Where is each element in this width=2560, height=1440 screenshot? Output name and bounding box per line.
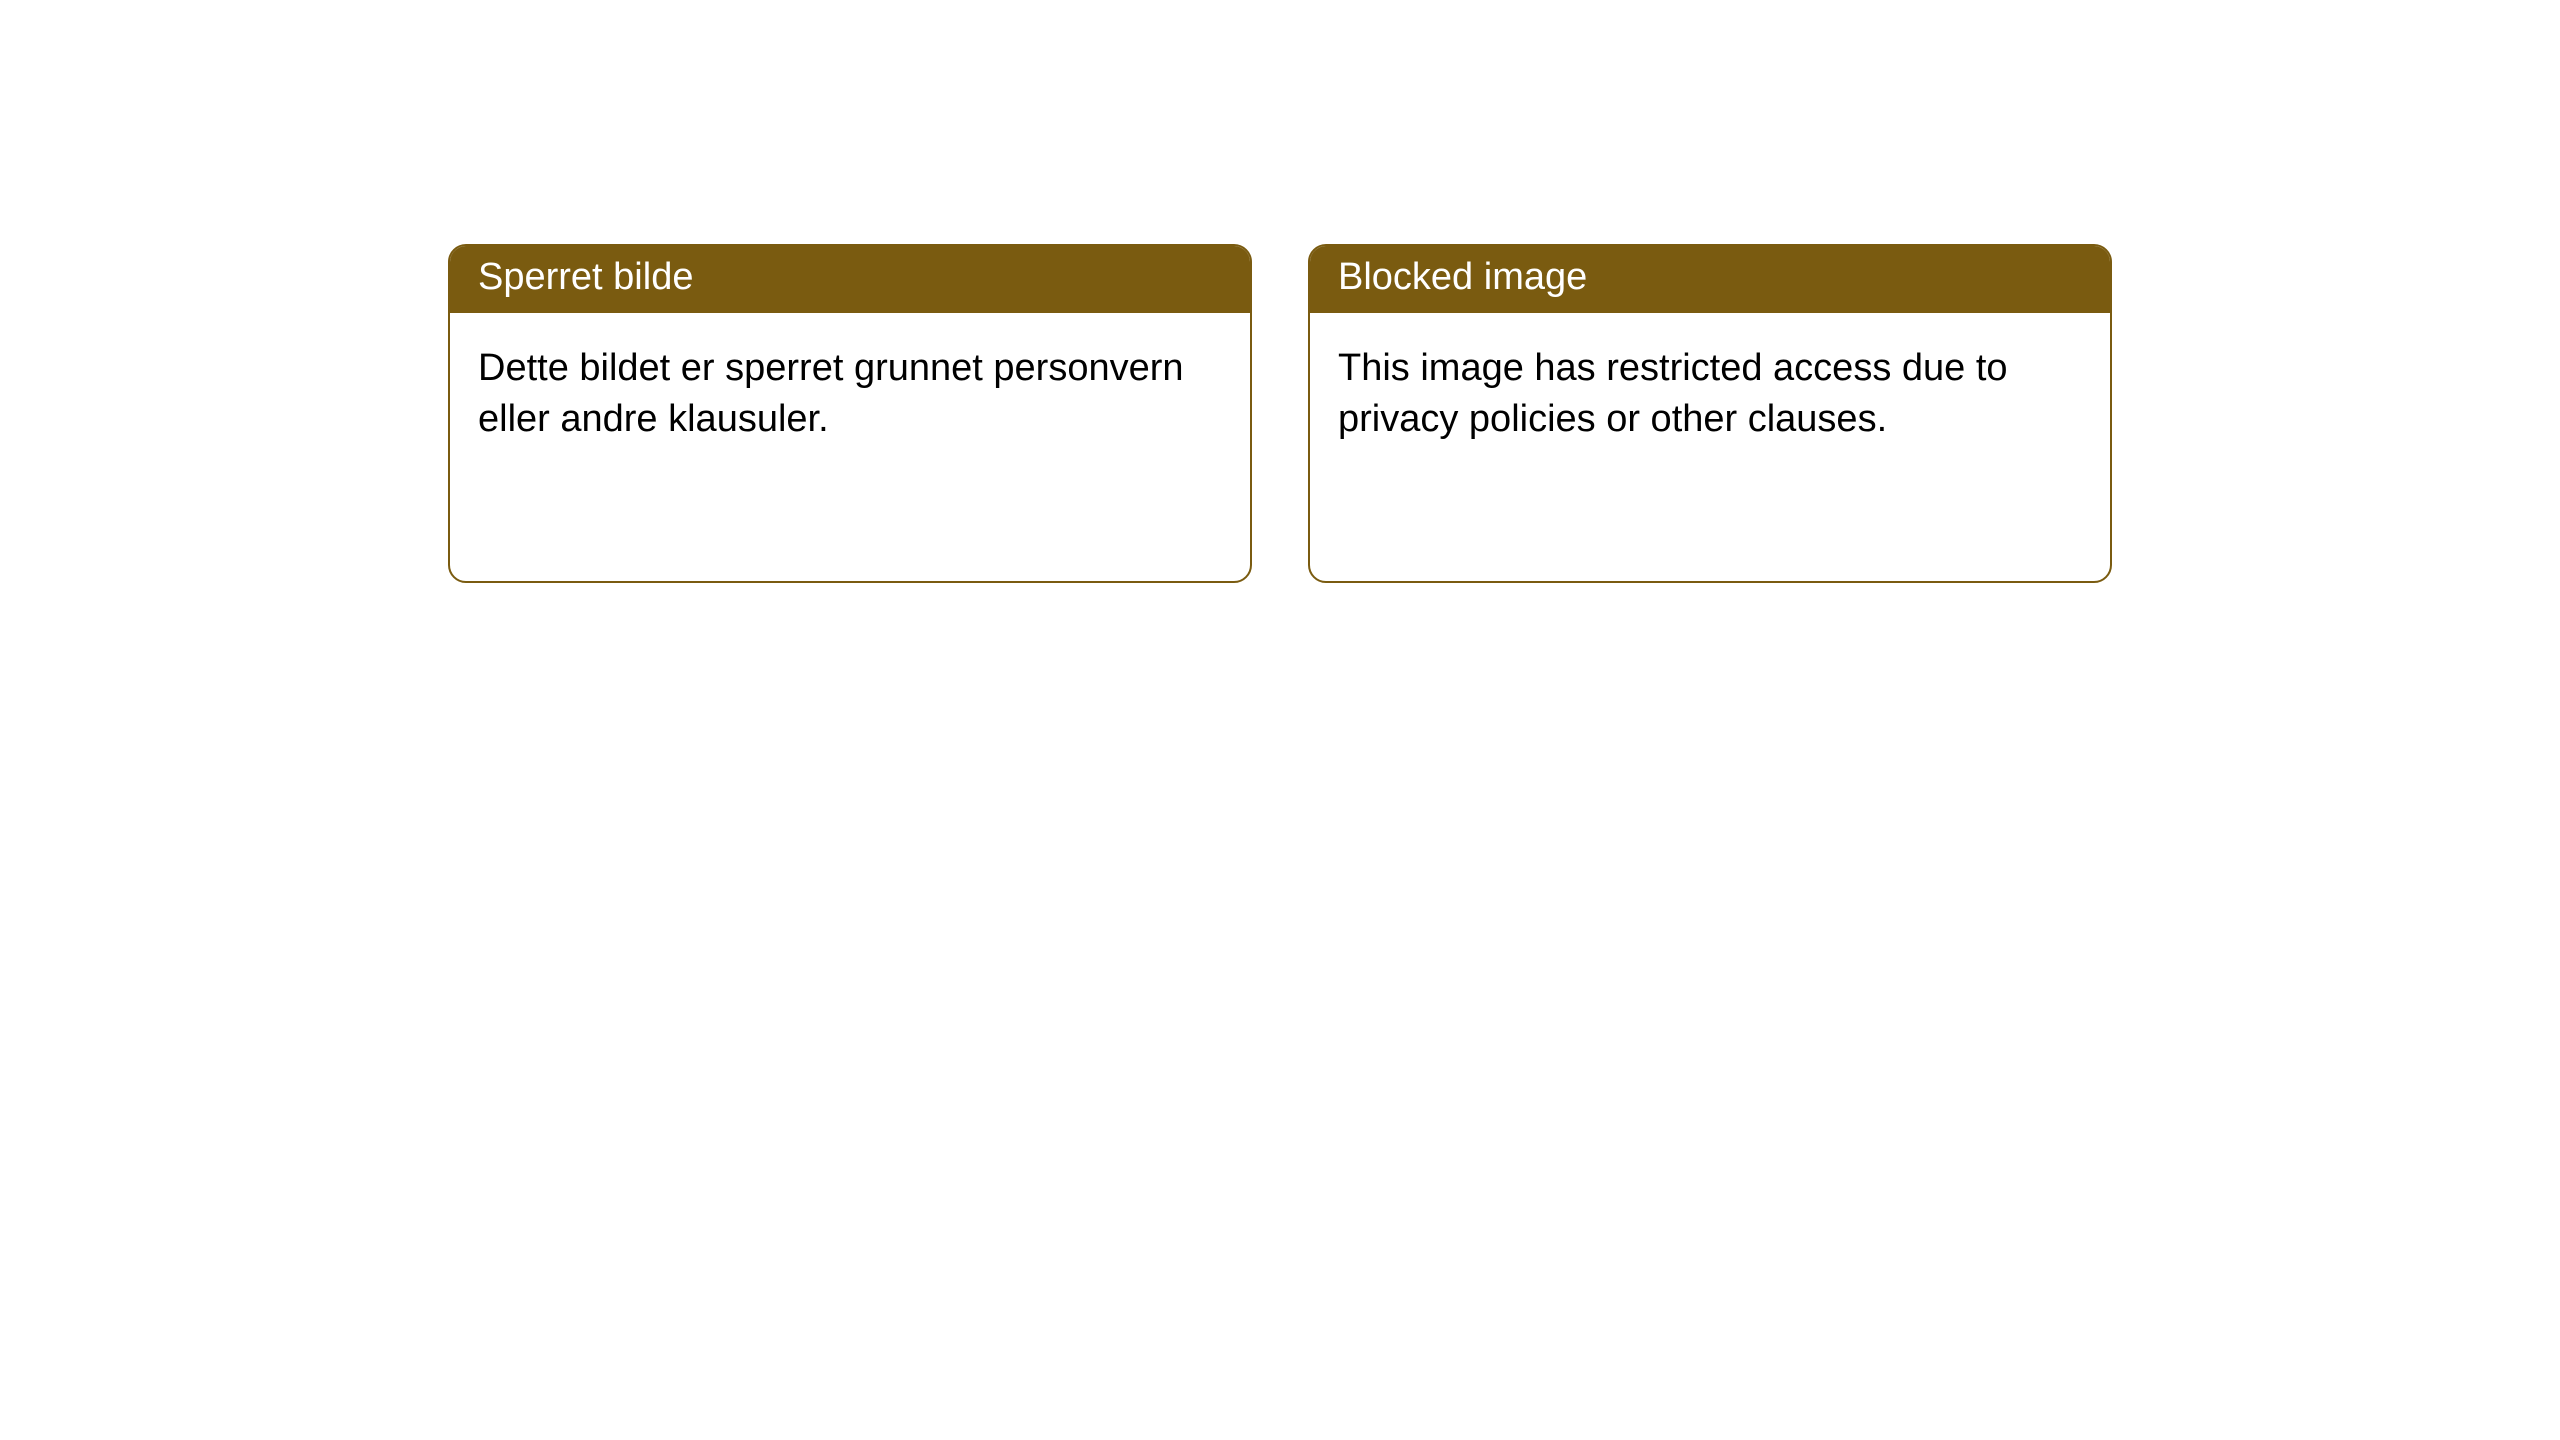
card-title-no: Sperret bilde [478, 256, 693, 298]
blocked-image-card-no: Sperret bilde Dette bildet er sperret gr… [448, 244, 1252, 583]
blocked-image-card-en: Blocked image This image has restricted … [1308, 244, 2112, 583]
card-title-en: Blocked image [1338, 256, 1587, 298]
card-message-en: This image has restricted access due to … [1338, 347, 2008, 440]
card-message-no: Dette bildet er sperret grunnet personve… [478, 347, 1184, 440]
card-body-no: Dette bildet er sperret grunnet personve… [450, 313, 1250, 476]
notice-container: Sperret bilde Dette bildet er sperret gr… [0, 0, 2560, 583]
card-body-en: This image has restricted access due to … [1310, 313, 2110, 476]
card-header-en: Blocked image [1310, 246, 2110, 313]
card-header-no: Sperret bilde [450, 246, 1250, 313]
